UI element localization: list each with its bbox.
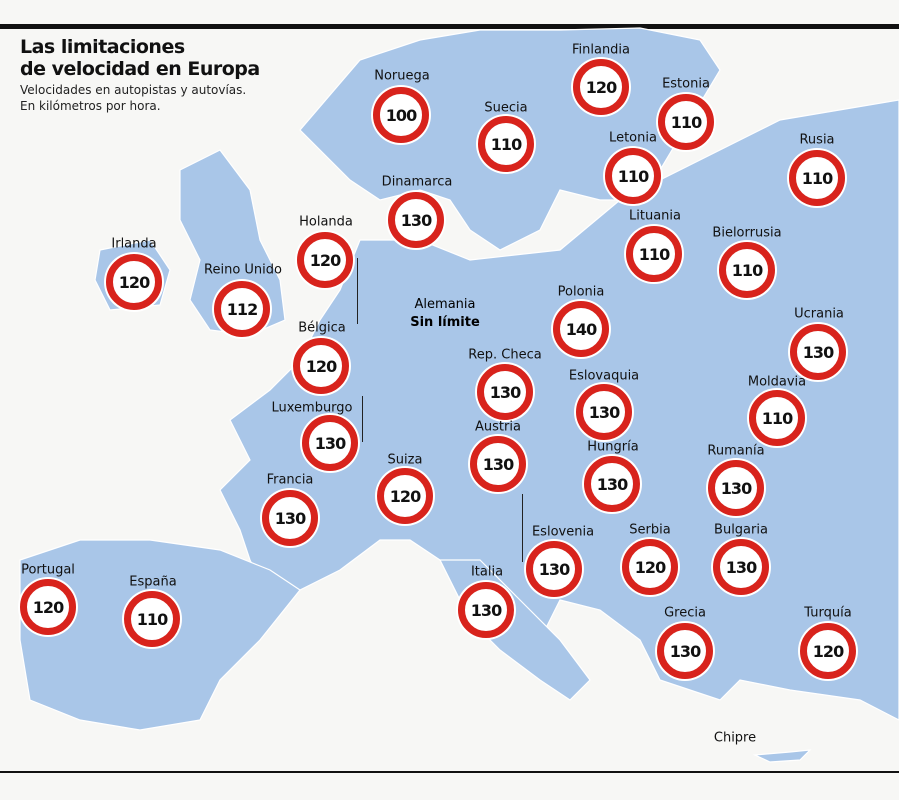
country-label-suiza: Suiza <box>387 452 423 468</box>
country-label-eslovaquia: Eslovaquia <box>568 368 640 384</box>
speed-limit-sign-ucrania: 130 <box>790 324 846 380</box>
speed-limit-sign-rep-checa: 130 <box>477 364 533 420</box>
country-label-b-lgica: Bélgica <box>298 320 346 336</box>
slovenia-leader-line <box>522 494 523 562</box>
country-label-turqu-a: Turquía <box>804 605 852 621</box>
speed-limit-sign-holanda: 120 <box>297 232 353 288</box>
country-label-estonia: Estonia <box>662 76 710 92</box>
country-label-reino-unido: Reino Unido <box>204 262 282 278</box>
speed-limit-sign-portugal: 120 <box>20 579 76 635</box>
country-label-ucrania: Ucrania <box>794 306 844 322</box>
country-label-lituania: Lituania <box>629 208 681 224</box>
speed-limit-sign-lituania: 110 <box>626 226 682 282</box>
speed-limit-sign-dinamarca: 130 <box>388 192 444 248</box>
country-label-holanda: Holanda <box>299 214 353 230</box>
country-label-rep-checa: Rep. Checa <box>468 347 542 363</box>
speed-limit-sign-reino-unido: 112 <box>214 281 270 337</box>
speed-limit-sign-luxemburgo: 130 <box>302 415 358 471</box>
country-label-serbia: Serbia <box>629 522 671 538</box>
speed-limit-sign-irlanda: 120 <box>106 254 162 310</box>
cyprus-shape <box>752 749 812 763</box>
speed-limit-sign-hungr-a: 130 <box>584 456 640 512</box>
speed-limit-sign-eslovenia: 130 <box>526 541 582 597</box>
map-title: Las limitaciones de velocidad en Europa <box>20 36 260 80</box>
country-label-finlandia: Finlandia <box>571 42 631 58</box>
country-label-grecia: Grecia <box>664 605 706 621</box>
map-subtitle: Velocidades en autopistas y autovías. En… <box>20 82 246 114</box>
title-line-1: Las limitaciones <box>20 36 185 58</box>
speed-limit-sign-estonia: 110 <box>658 94 714 150</box>
country-label-espa-a: España <box>129 574 177 590</box>
top-rule <box>0 24 899 29</box>
speed-limit-sign-turqu-a: 120 <box>800 623 856 679</box>
speed-limit-sign-moldavia: 110 <box>749 390 805 446</box>
holland-leader-line <box>357 258 358 324</box>
country-label-ruman-a: Rumanía <box>707 443 765 459</box>
country-label-suecia: Suecia <box>484 100 528 116</box>
country-label-dinamarca: Dinamarca <box>381 174 453 190</box>
cyprus-label: Chipre <box>713 730 757 746</box>
speed-limit-sign-bulgaria: 130 <box>713 539 769 595</box>
country-label-moldavia: Moldavia <box>747 374 807 390</box>
subtitle-line-2: En kilómetros por hora. <box>20 99 161 113</box>
speed-limit-sign-grecia: 130 <box>657 623 713 679</box>
speed-limit-sign-francia: 130 <box>262 490 318 546</box>
speed-limit-sign-suecia: 110 <box>478 116 534 172</box>
country-label-austria: Austria <box>475 419 521 435</box>
country-label-bielorrusia: Bielorrusia <box>712 225 782 241</box>
speed-limit-sign-italia: 130 <box>458 582 514 638</box>
country-label-luxemburgo: Luxemburgo <box>271 400 353 416</box>
speed-limit-sign-finlandia: 120 <box>573 59 629 115</box>
country-label-rusia: Rusia <box>799 132 835 148</box>
country-label-portugal: Portugal <box>21 562 75 578</box>
germany-label: Alemania Sin límite <box>410 296 480 332</box>
speed-limit-sign-b-lgica: 120 <box>293 338 349 394</box>
germany-limit: Sin límite <box>410 315 480 330</box>
country-label-noruega: Noruega <box>374 68 430 84</box>
country-label-bulgaria: Bulgaria <box>714 522 768 538</box>
speed-limit-sign-letonia: 110 <box>605 148 661 204</box>
country-label-eslovenia: Eslovenia <box>531 524 595 540</box>
country-label-irlanda: Irlanda <box>111 236 157 252</box>
title-line-2: de velocidad en Europa <box>20 58 260 80</box>
speed-limit-sign-serbia: 120 <box>622 539 678 595</box>
luxembourg-leader-line <box>362 396 363 442</box>
country-label-francia: Francia <box>266 472 314 488</box>
subtitle-line-1: Velocidades en autopistas y autovías. <box>20 83 247 97</box>
speed-limit-sign-eslovaquia: 130 <box>576 384 632 440</box>
germany-name: Alemania <box>414 297 476 312</box>
speed-limit-sign-polonia: 140 <box>553 301 609 357</box>
country-label-italia: Italia <box>470 564 504 580</box>
country-label-hungr-a: Hungría <box>587 439 639 455</box>
speed-limit-sign-bielorrusia: 110 <box>719 242 775 298</box>
country-label-polonia: Polonia <box>557 284 605 300</box>
speed-limit-sign-espa-a: 110 <box>124 591 180 647</box>
country-label-letonia: Letonia <box>609 130 657 146</box>
speed-limit-sign-ruman-a: 130 <box>708 460 764 516</box>
speed-limit-sign-noruega: 100 <box>373 87 429 143</box>
speed-limit-sign-rusia: 110 <box>789 150 845 206</box>
speed-limit-sign-austria: 130 <box>470 436 526 492</box>
speed-limit-sign-suiza: 120 <box>377 468 433 524</box>
bottom-rule <box>0 771 899 773</box>
